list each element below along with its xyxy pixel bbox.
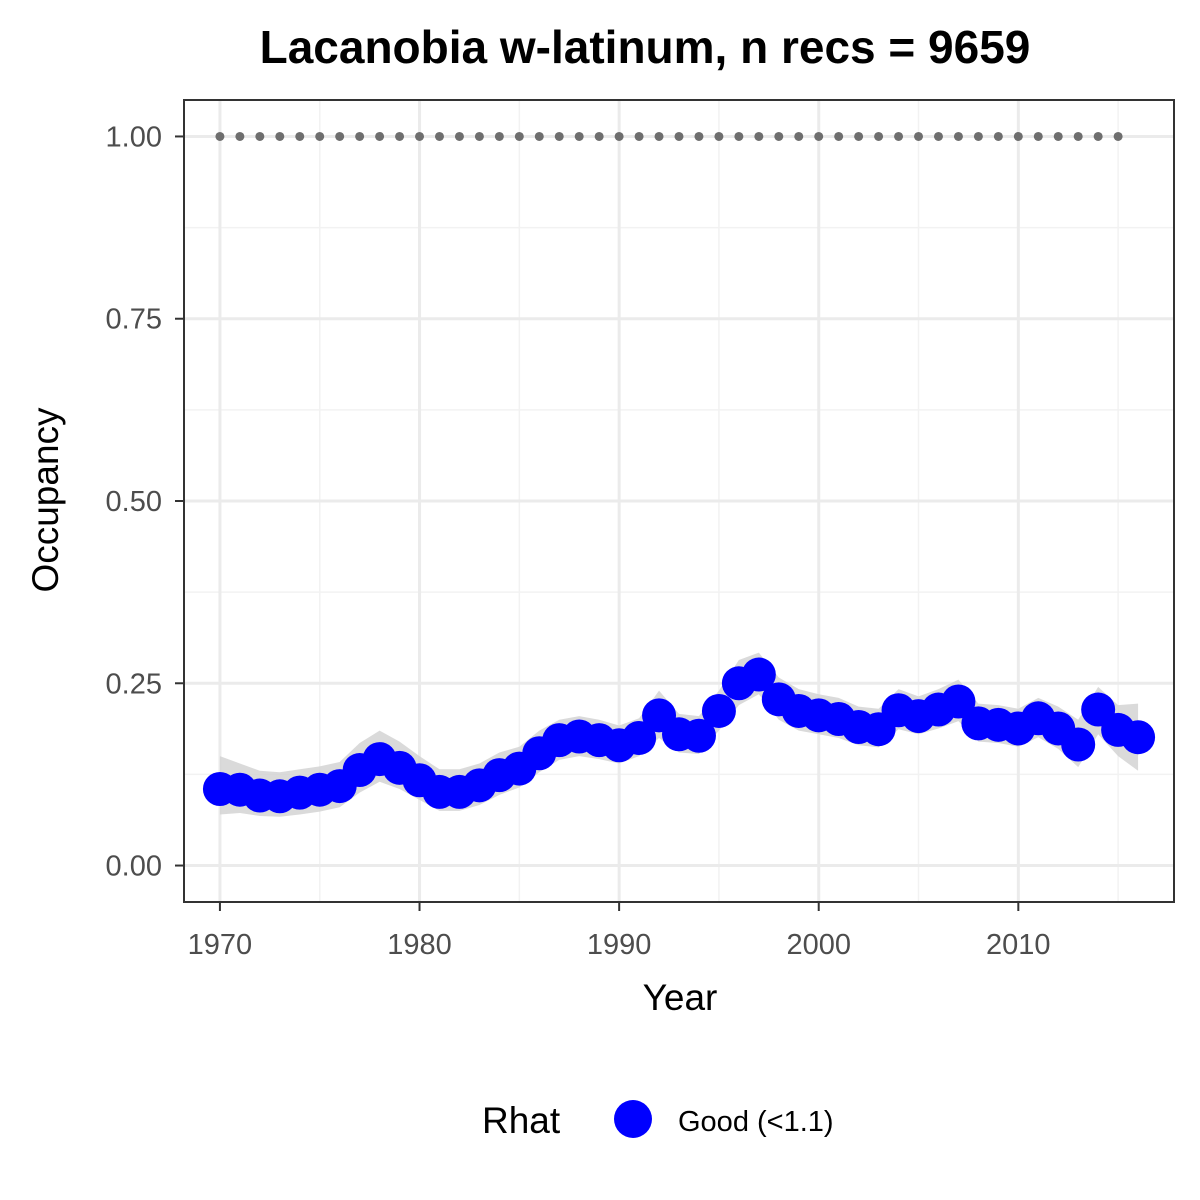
reference-point xyxy=(953,131,963,141)
reference-point xyxy=(914,131,924,141)
x-tick-label: 1990 xyxy=(587,929,652,961)
data-point xyxy=(1061,727,1096,762)
data-point xyxy=(941,684,976,719)
reference-point xyxy=(1033,131,1043,141)
legend: Rhat Good (<1.1) xyxy=(482,1100,834,1141)
reference-point xyxy=(235,131,245,141)
x-tick-label: 1980 xyxy=(387,929,452,961)
y-tick-label: 0.25 xyxy=(106,668,162,700)
legend-swatch-good xyxy=(614,1100,652,1138)
reference-point xyxy=(514,131,524,141)
legend-title: Rhat xyxy=(482,1100,561,1141)
reference-point xyxy=(395,131,405,141)
reference-point xyxy=(295,131,305,141)
reference-point xyxy=(434,131,444,141)
reference-point xyxy=(674,131,684,141)
reference-point xyxy=(654,131,664,141)
reference-point xyxy=(215,131,225,141)
reference-point xyxy=(1093,131,1103,141)
reference-point xyxy=(634,131,644,141)
data-point xyxy=(741,657,776,692)
reference-point xyxy=(1053,131,1063,141)
reference-point xyxy=(315,131,325,141)
reference-point xyxy=(375,131,385,141)
reference-point xyxy=(355,131,365,141)
reference-point xyxy=(794,131,804,141)
data-points xyxy=(202,657,1156,814)
reference-point xyxy=(714,131,724,141)
reference-point xyxy=(275,131,285,141)
x-tick-label: 2010 xyxy=(986,929,1051,961)
data-point xyxy=(1121,720,1156,755)
reference-point xyxy=(754,131,764,141)
reference-point xyxy=(494,131,504,141)
reference-point xyxy=(534,131,544,141)
x-axis: 1970 1980 1990 2000 2010 xyxy=(188,902,1051,961)
y-tick-label: 0.75 xyxy=(106,304,162,336)
reference-point xyxy=(933,131,943,141)
reference-point xyxy=(894,131,904,141)
legend-label-good: Good (<1.1) xyxy=(678,1106,834,1138)
reference-point xyxy=(814,131,824,141)
reference-point xyxy=(1073,131,1083,141)
reference-point xyxy=(774,131,784,141)
data-point xyxy=(622,720,657,755)
reference-point xyxy=(594,131,604,141)
x-tick-label: 2000 xyxy=(786,929,851,961)
reference-point xyxy=(554,131,564,141)
reference-point xyxy=(1113,131,1123,141)
data-point xyxy=(701,693,736,728)
reference-point xyxy=(574,131,584,141)
reference-point xyxy=(973,131,983,141)
y-tick-label: 0.50 xyxy=(106,486,162,518)
y-axis-title: Occupancy xyxy=(25,407,66,593)
reference-point xyxy=(993,131,1003,141)
y-tick-label: 1.00 xyxy=(106,121,162,153)
reference-point xyxy=(474,131,484,141)
x-axis-title: Year xyxy=(643,977,718,1018)
chart-title: Lacanobia w-latinum, n recs = 9659 xyxy=(260,21,1031,73)
reference-point xyxy=(614,131,624,141)
reference-point xyxy=(694,131,704,141)
y-axis: 0.00 0.25 0.50 0.75 1.00 xyxy=(106,121,184,883)
y-tick-label: 0.00 xyxy=(106,851,162,883)
reference-point xyxy=(255,131,265,141)
reference-point xyxy=(734,131,744,141)
data-point xyxy=(681,718,716,753)
reference-point xyxy=(854,131,864,141)
reference-point xyxy=(834,131,844,141)
reference-point xyxy=(415,131,425,141)
reference-point xyxy=(1013,131,1023,141)
reference-point xyxy=(874,131,884,141)
reference-points xyxy=(215,131,1123,141)
reference-point xyxy=(454,131,464,141)
x-tick-label: 1970 xyxy=(188,929,253,961)
reference-point xyxy=(335,131,345,141)
